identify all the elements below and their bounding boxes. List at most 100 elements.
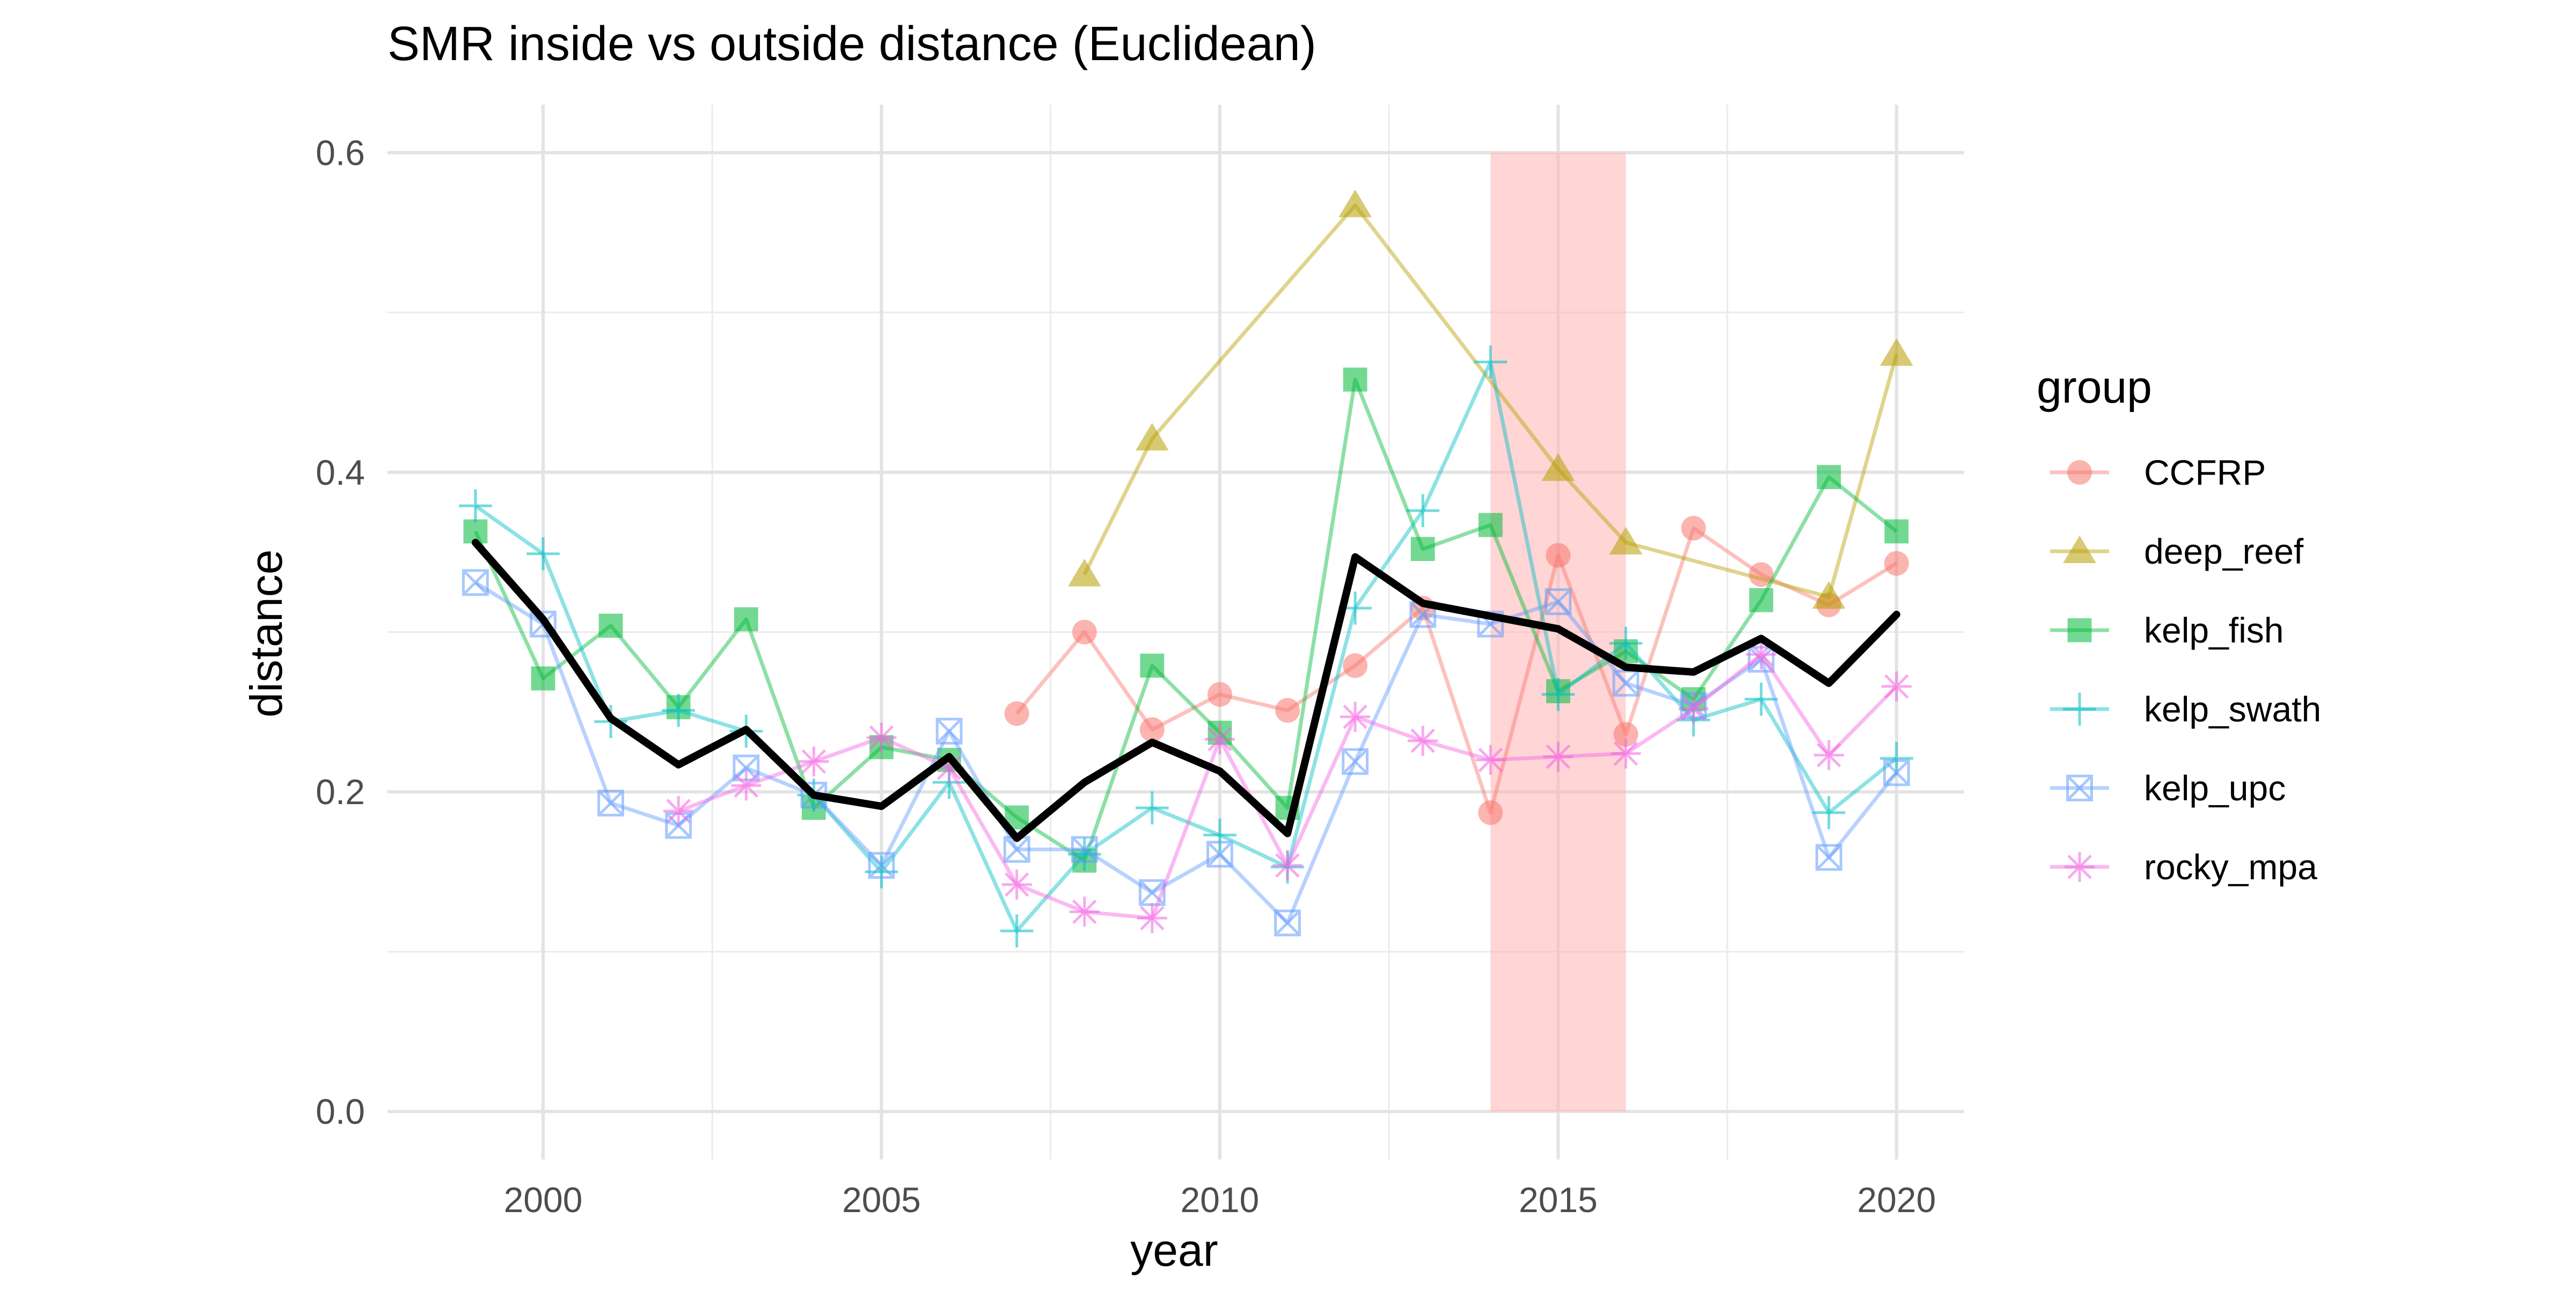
legend-title: group bbox=[2037, 362, 2152, 412]
data-point-rocky_mpa bbox=[1475, 745, 1506, 775]
data-point-kelp_upc bbox=[1612, 669, 1640, 697]
data-point-CCFRP bbox=[1139, 717, 1165, 742]
legend-item-kelp_swath: kelp_swath bbox=[2050, 689, 2321, 729]
data-point-kelp_fish bbox=[1410, 537, 1435, 561]
data-point-rocky_mpa bbox=[1611, 738, 1641, 769]
legend-item-kelp_upc: kelp_upc bbox=[2050, 768, 2286, 808]
legend-marker bbox=[2065, 852, 2095, 882]
data-point-kelp_swath bbox=[662, 694, 696, 727]
data-point-kelp_swath bbox=[1609, 626, 1643, 660]
y-tick-label: 0.2 bbox=[316, 772, 365, 812]
data-point-kelp_swath bbox=[1812, 796, 1846, 829]
data-point-kelp_fish bbox=[1817, 465, 1841, 490]
data-point-rocky_mpa bbox=[1272, 850, 1303, 881]
legend-marker bbox=[2066, 775, 2093, 801]
legend-item-deep_reef: deep_reef bbox=[2050, 531, 2304, 571]
data-point-rocky_mpa bbox=[1813, 740, 1844, 770]
legend-marker bbox=[2067, 618, 2092, 643]
y-tick-label: 0.0 bbox=[316, 1092, 365, 1132]
data-point-CCFRP bbox=[1546, 543, 1571, 568]
data-point-kelp_fish bbox=[1749, 588, 1774, 612]
data-point-CCFRP bbox=[1478, 800, 1503, 825]
legend: group CCFRP deep_reef kelp_fish kelp_swathk… bbox=[2037, 362, 2321, 887]
data-point-rocky_mpa bbox=[1340, 702, 1371, 732]
data-point-kelp_fish bbox=[1884, 519, 1909, 544]
legend-item-kelp_fish: kelp_fish bbox=[2050, 610, 2284, 650]
data-point-deep_reef bbox=[1067, 558, 1101, 587]
series-line-kelp_swath bbox=[474, 360, 1898, 933]
data-point-CCFRP bbox=[1681, 516, 1706, 541]
legend-marker bbox=[2067, 460, 2092, 485]
data-point-rocky_mpa bbox=[866, 723, 897, 753]
data-point-CCFRP bbox=[1004, 701, 1029, 726]
data-point-kelp_swath bbox=[1474, 345, 1507, 379]
series-line-kelp_upc bbox=[474, 581, 1898, 925]
data-point-kelp_fish bbox=[1140, 653, 1165, 678]
series-layer bbox=[459, 189, 1913, 948]
data-point-rocky_mpa bbox=[1137, 903, 1167, 933]
data-point-kelp_upc bbox=[597, 790, 625, 816]
legend-items: CCFRP deep_reef kelp_fish kelp_swath kelp_up… bbox=[2050, 453, 2321, 887]
series-deep_reef bbox=[1067, 189, 1913, 609]
grid-layer bbox=[387, 105, 1964, 1159]
data-point-rocky_mpa bbox=[799, 746, 829, 777]
data-point-rocky_mpa bbox=[1881, 671, 1912, 702]
x-tick-label: 2015 bbox=[1519, 1180, 1598, 1220]
legend-label: kelp_fish bbox=[2144, 610, 2284, 650]
data-point-kelp_swath bbox=[1744, 682, 1778, 716]
x-tick-label: 2010 bbox=[1181, 1180, 1260, 1220]
data-point-kelp_swath bbox=[1136, 791, 1169, 825]
data-point-kelp_upc bbox=[1071, 836, 1098, 863]
data-point-CCFRP bbox=[1208, 682, 1232, 707]
y-tick-label: 0.4 bbox=[316, 453, 365, 492]
data-point-CCFRP bbox=[1613, 722, 1638, 747]
data-point-rocky_mpa bbox=[1678, 694, 1709, 724]
data-point-rocky_mpa bbox=[1204, 724, 1235, 754]
legend-item-rocky_mpa: rocky_mpa bbox=[2050, 847, 2317, 887]
y-tick-label: 0.6 bbox=[316, 133, 365, 172]
data-point-kelp_upc bbox=[462, 569, 489, 596]
data-point-deep_reef bbox=[1541, 453, 1575, 481]
data-point-kelp_fish bbox=[598, 614, 623, 638]
data-point-kelp_swath bbox=[1203, 818, 1236, 852]
data-point-deep_reef bbox=[1338, 189, 1372, 217]
data-point-kelp_fish bbox=[734, 607, 758, 632]
data-point-CCFRP bbox=[1072, 619, 1097, 645]
series-kelp_fish bbox=[463, 367, 1909, 873]
data-point-kelp_fish bbox=[531, 666, 555, 691]
data-point-CCFRP bbox=[1748, 562, 1774, 587]
data-point-rocky_mpa bbox=[663, 796, 694, 826]
data-point-rocky_mpa bbox=[1408, 725, 1438, 756]
legend-marker bbox=[2063, 535, 2096, 564]
legend-label: rocky_mpa bbox=[2144, 847, 2317, 887]
data-point-kelp_swath bbox=[1406, 494, 1440, 528]
data-point-rocky_mpa bbox=[731, 770, 762, 801]
series-line-CCFRP bbox=[1015, 526, 1898, 815]
legend-label: CCFRP bbox=[2144, 453, 2266, 492]
data-point-CCFRP bbox=[1884, 551, 1909, 576]
x-tick-label: 2020 bbox=[1857, 1180, 1936, 1220]
data-point-kelp_upc bbox=[1274, 909, 1301, 937]
legend-label: kelp_upc bbox=[2144, 768, 2286, 808]
data-point-kelp_swath bbox=[459, 489, 492, 523]
chart-title: SMR inside vs outside distance (Euclidea… bbox=[387, 17, 1316, 71]
legend-label: deep_reef bbox=[2144, 531, 2304, 571]
mean-line bbox=[471, 538, 1900, 842]
data-point-deep_reef bbox=[1135, 422, 1169, 451]
data-point-kelp_fish bbox=[1478, 513, 1503, 537]
data-point-deep_reef bbox=[1880, 338, 1913, 366]
data-point-kelp_upc bbox=[868, 852, 895, 879]
data-point-rocky_mpa bbox=[1069, 896, 1100, 927]
legend-marker bbox=[2063, 692, 2096, 726]
data-point-kelp_swath bbox=[1541, 677, 1575, 711]
series-rocky_mpa bbox=[663, 639, 1912, 933]
y-axis-label: distance bbox=[241, 550, 291, 718]
series-kelp_swath bbox=[459, 345, 1913, 948]
data-point-kelp_swath bbox=[1880, 741, 1913, 775]
data-point-kelp_upc bbox=[1342, 748, 1369, 775]
data-point-deep_reef bbox=[1609, 527, 1643, 555]
data-point-rocky_mpa bbox=[1543, 741, 1574, 772]
data-point-kelp_upc bbox=[935, 718, 963, 745]
